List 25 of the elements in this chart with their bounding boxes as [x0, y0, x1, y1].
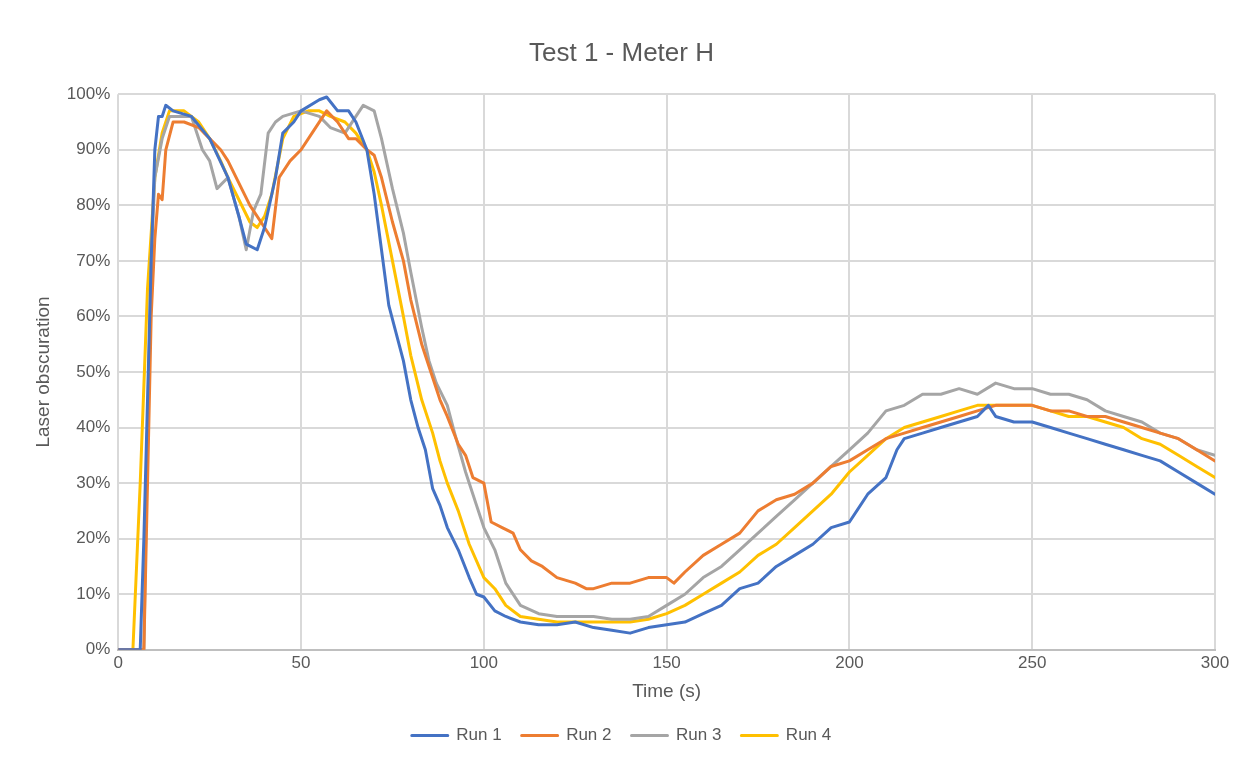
- legend-label: Run 3: [676, 725, 722, 745]
- x-tick-label: 150: [652, 652, 681, 672]
- x-tick-label: 250: [1018, 652, 1047, 672]
- x-tick-label: 200: [835, 652, 864, 672]
- y-tick-label: 0%: [85, 639, 111, 659]
- legend-label: Run 1: [456, 725, 502, 745]
- y-tick-label: 70%: [76, 250, 111, 270]
- legend-label: Run 2: [566, 725, 612, 745]
- y-tick-label: 80%: [76, 195, 111, 215]
- y-axis-title: Laser obscuration: [31, 296, 53, 448]
- legend-label: Run 4: [785, 725, 832, 745]
- y-tick-label: 60%: [76, 306, 111, 326]
- y-tick-label: 100%: [66, 83, 111, 103]
- x-axis-title: Time (s): [632, 679, 702, 701]
- y-tick-label: 90%: [76, 139, 111, 159]
- x-tick-label: 300: [1200, 652, 1230, 672]
- x-tick-label: 0: [113, 652, 124, 672]
- y-tick-label: 50%: [76, 361, 111, 381]
- x-tick-label: 50: [291, 652, 311, 672]
- chart-title: Test 1 - Meter H: [529, 36, 714, 67]
- y-tick-label: 30%: [76, 472, 111, 492]
- x-tick-label: 100: [469, 652, 499, 672]
- y-tick-label: 20%: [76, 528, 111, 548]
- y-tick-label: 10%: [76, 583, 111, 603]
- y-tick-label: 40%: [76, 417, 111, 437]
